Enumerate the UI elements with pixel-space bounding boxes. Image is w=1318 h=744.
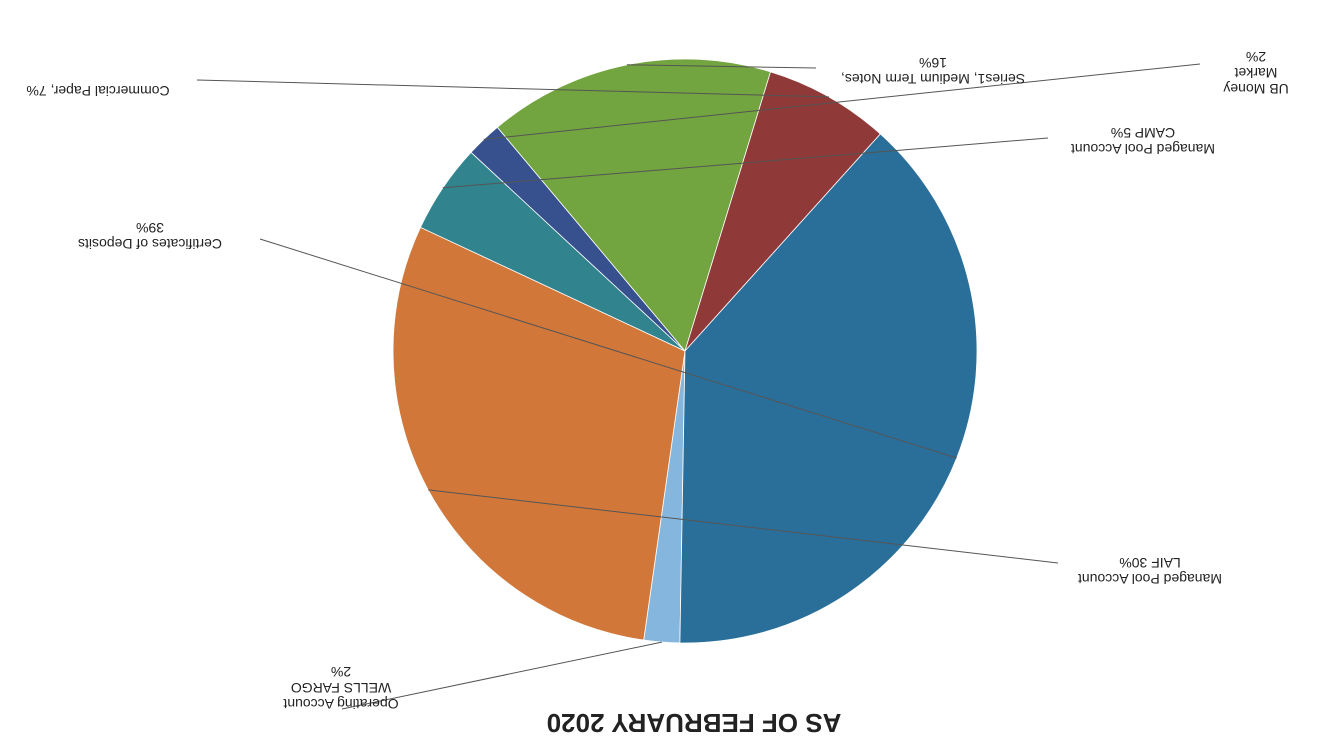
slice-label: Managed Pool AccountLAIF 30% <box>1078 555 1222 587</box>
slice-label-line: LAIF 30% <box>1119 555 1180 571</box>
slice-labels: Operating AccountWELLS FARGO2%Managed Po… <box>26 49 1288 712</box>
leader-line <box>483 63 1201 140</box>
slice-label-line: CAMP 5% <box>1111 125 1175 141</box>
slice-label-line: UB Money <box>1223 81 1288 97</box>
slice-label: UB MoneyMarket2% <box>1223 49 1288 97</box>
slice-label-line: WELLS FARGO <box>291 680 391 696</box>
slice-label-line: Managed Pool Account <box>1071 141 1215 157</box>
slice-label-line: Commercial Paper, 7% <box>26 83 169 99</box>
leader-lines <box>196 63 1201 710</box>
slice-label: Commercial Paper, 7% <box>26 83 169 99</box>
slice-label: Operating AccountWELLS FARGO2% <box>283 664 398 712</box>
leader-line <box>626 64 817 69</box>
slice-label-line: 2% <box>1246 49 1266 65</box>
leader-line <box>196 79 829 98</box>
pie-slices <box>392 58 978 644</box>
slice-label-line: Series1, Medium Term Notes, <box>841 71 1025 87</box>
leader-line <box>428 489 1059 564</box>
slice-label: Certificates of Deposits39% <box>78 220 222 252</box>
slice-label: Series1, Medium Term Notes,16% <box>841 55 1025 87</box>
slice-label-line: Market <box>1235 65 1278 81</box>
leader-line <box>259 238 957 459</box>
chart-title: AS OF FEBRUARY 2020 <box>547 708 842 738</box>
slice-label: Managed Pool AccountCAMP 5% <box>1071 125 1215 157</box>
slice-label-line: 16% <box>919 55 947 71</box>
slice-label-line: 39% <box>136 220 164 236</box>
slice-label-line: Operating Account <box>283 696 398 712</box>
leader-line <box>442 137 1049 189</box>
slice-label-line: Managed Pool Account <box>1078 571 1222 587</box>
leader-line <box>341 641 662 710</box>
slice-label-line: 2% <box>331 664 351 680</box>
slice-label-line: Certificates of Deposits <box>78 236 222 252</box>
